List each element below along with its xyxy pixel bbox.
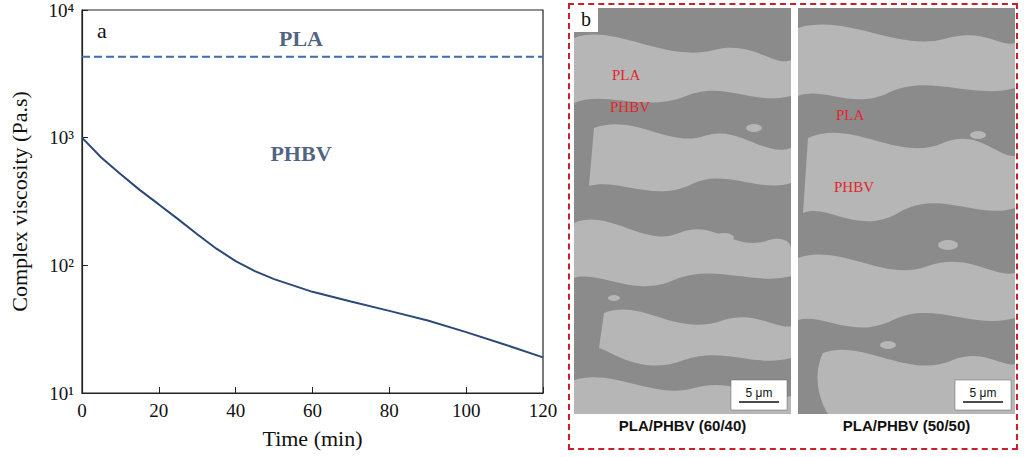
svg-text:40: 40 <box>226 400 245 421</box>
html-text:PLA/PHBV (60/40): PLA/PHBV (60/40) <box>618 417 747 434</box>
svg-text:PHBV: PHBV <box>610 99 650 115</box>
svg-text:a: a <box>97 18 107 43</box>
svg-text:Time (min): Time (min) <box>262 426 362 451</box>
svg-text:80: 80 <box>380 400 399 421</box>
html-text:PLA/PHBV (50/50): PLA/PHBV (50/50) <box>842 417 971 434</box>
svg-text:PHBV: PHBV <box>270 141 331 166</box>
svg-text:10¹: 10¹ <box>49 383 74 404</box>
svg-text:0: 0 <box>77 400 87 421</box>
svg-text:60: 60 <box>303 400 322 421</box>
svg-text:10⁴: 10⁴ <box>48 0 74 21</box>
svg-text:100: 100 <box>452 400 481 421</box>
svg-text:10³: 10³ <box>49 127 74 148</box>
svg-text:20: 20 <box>149 400 168 421</box>
svg-text:PLA: PLA <box>279 26 323 51</box>
svg-text:Complex viscosity (Pa.s): Complex viscosity (Pa.s) <box>7 91 32 312</box>
svg-text:PHBV: PHBV <box>834 179 874 195</box>
svg-text:b: b <box>581 8 591 30</box>
svg-text:5 μm: 5 μm <box>746 386 773 400</box>
svg-text:120: 120 <box>529 400 558 421</box>
svg-text:10²: 10² <box>49 255 74 276</box>
svg-text:PLA: PLA <box>612 67 641 83</box>
svg-text:5 μm: 5 μm <box>970 386 997 400</box>
svg-text:PLA: PLA <box>836 107 865 123</box>
